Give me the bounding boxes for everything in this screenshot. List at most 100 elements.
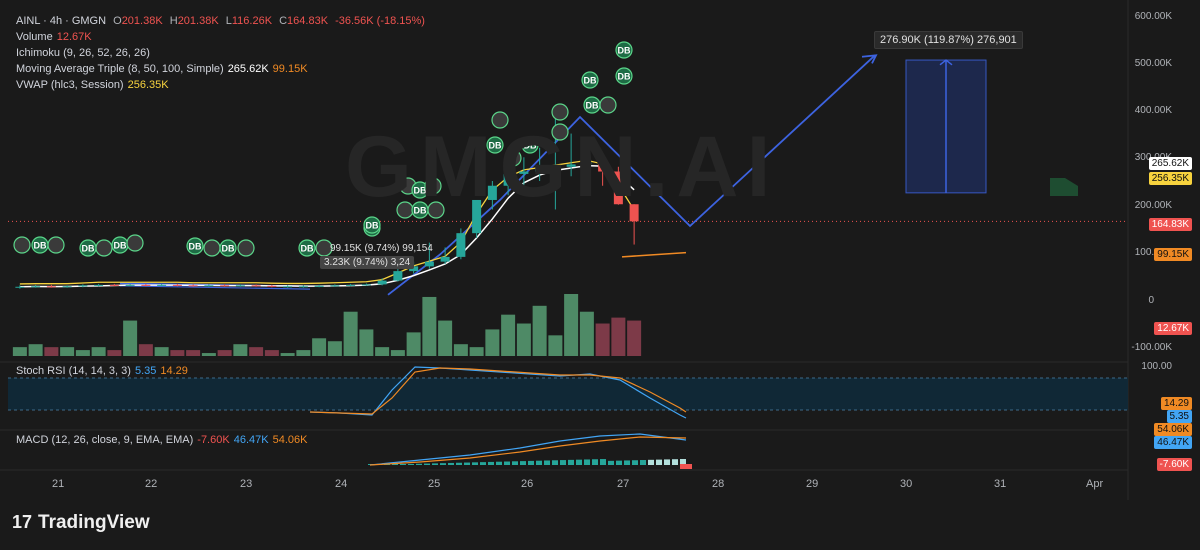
db-marker: DB	[521, 136, 539, 154]
db-marker: DB	[111, 236, 129, 254]
db-marker: DB	[79, 239, 97, 257]
price-axis-500k: 500.00K	[1134, 58, 1172, 69]
candle-body	[613, 171, 623, 205]
ma-value-1: 265.62K	[227, 63, 269, 75]
macd-hist-bar	[576, 459, 582, 465]
macd-hist-bar	[648, 459, 654, 465]
volume-label: Volume	[16, 31, 53, 43]
small-measure-line2: 3.23K (9.74%) 3,24	[320, 256, 415, 269]
db-marker: DB	[486, 136, 504, 154]
db-marker-circle	[551, 123, 569, 141]
volume-bar	[611, 317, 626, 356]
candle-body	[440, 256, 450, 262]
volume-bar	[264, 350, 279, 356]
volume-bar	[548, 335, 563, 356]
macd-signal: 54.06K	[272, 434, 308, 446]
db-marker-label: DB	[114, 241, 127, 251]
db-marker: DB	[186, 237, 204, 255]
db-marker-circle	[521, 136, 539, 154]
macd-hist-bar	[408, 463, 414, 465]
db-marker: DB	[298, 239, 316, 257]
ma-value-2: 99.15K	[272, 63, 308, 75]
date-label-22: 22	[145, 478, 158, 490]
vwap-label: VWAP (hlc3, Session)	[16, 79, 124, 91]
price-axis-400k: 400.00K	[1134, 105, 1172, 116]
volume-bar	[296, 350, 311, 356]
volume-bar	[138, 344, 153, 356]
macd-hist-bar	[528, 460, 534, 465]
ichimoku-legend: Ichimoku (9, 26, 52, 26, 26)	[16, 46, 154, 60]
db-marker-label: DB	[524, 141, 537, 151]
price-axis-100k: 100.00K	[1135, 247, 1172, 258]
candle-body	[172, 284, 182, 286]
tag-macd-hist: -7.60K	[1156, 458, 1192, 471]
candle-body	[157, 284, 167, 286]
tag-last-price: 164.83K	[1148, 218, 1192, 231]
macd-hist-bar	[464, 462, 470, 465]
volume-bar	[516, 323, 531, 356]
db-marker	[95, 239, 113, 257]
db-marker-circle	[427, 201, 445, 219]
vwap-legend: VWAP (hlc3, Session) 256.35K	[16, 78, 173, 92]
volume-bar	[28, 344, 43, 356]
vwap-value: 256.35K	[127, 79, 169, 91]
macd-hist-bar	[488, 461, 494, 465]
candle-body	[62, 286, 72, 288]
macd-hist-bar	[672, 459, 678, 465]
volume-bar	[390, 350, 405, 356]
volume-bar	[406, 332, 421, 356]
db-marker: DB	[615, 41, 633, 59]
macd-hist-bar	[544, 460, 550, 465]
tag-vwap: 256.35K	[1148, 172, 1192, 185]
db-marker-circle	[599, 96, 617, 114]
volume-bar	[107, 350, 122, 356]
candle-body	[472, 199, 482, 234]
candle-body	[456, 233, 466, 257]
measure-tooltip: 276.90K (119.87%) 276,901	[874, 31, 1023, 49]
volume-legend: Volume 12.67K	[16, 30, 96, 44]
volume-bar	[91, 347, 106, 356]
macd-hist-bar	[624, 460, 630, 465]
macd-hist-bar	[600, 459, 606, 465]
volume-bar	[170, 350, 185, 356]
candle-body	[582, 162, 592, 165]
db-marker-label: DB	[584, 76, 597, 86]
volume-bar	[123, 320, 138, 356]
volume-bar	[327, 341, 342, 356]
candle-body	[409, 266, 419, 272]
candle-body	[550, 166, 560, 170]
db-marker-circle	[363, 216, 381, 234]
db-marker	[599, 96, 617, 114]
volume-bar	[60, 347, 75, 356]
candle-body	[629, 204, 639, 222]
db-marker-label: DB	[301, 244, 314, 254]
db-marker-circle	[581, 71, 599, 89]
macd-hist-bar	[680, 459, 686, 465]
tag-stoch-d: 14.29	[1160, 397, 1192, 410]
volume-bar	[154, 347, 169, 356]
candle-body	[251, 285, 261, 287]
macd-hist-bar	[392, 464, 398, 465]
symbol-legend: AINL · 4h · GMGN O201.38K H201.38K L116.…	[16, 14, 429, 28]
candle-body	[535, 169, 545, 172]
tradingview-brand[interactable]: 17 TradingView	[12, 512, 150, 534]
volume-bar	[44, 347, 59, 356]
candle-body	[598, 162, 608, 172]
db-marker-circle	[13, 236, 31, 254]
ma-legend: Moving Average Triple (8, 50, 100, Simpl…	[16, 62, 312, 76]
candle-body	[361, 284, 371, 286]
db-marker-label: DB	[618, 72, 631, 82]
macd-signal-line	[369, 436, 687, 466]
db-marker-circle	[504, 149, 522, 167]
candle-body	[94, 284, 104, 286]
macd-hist-bar	[608, 460, 614, 465]
macd-legend: MACD (12, 26, close, 9, EMA, EMA) -7.60K 4…	[16, 433, 311, 447]
close-value: 164.83K	[287, 15, 329, 27]
volume-bar	[12, 347, 27, 356]
stoch-k: 5.35	[134, 365, 157, 377]
db-marker-circle	[237, 239, 255, 257]
db-marker	[427, 201, 445, 219]
candle-body	[503, 173, 513, 186]
